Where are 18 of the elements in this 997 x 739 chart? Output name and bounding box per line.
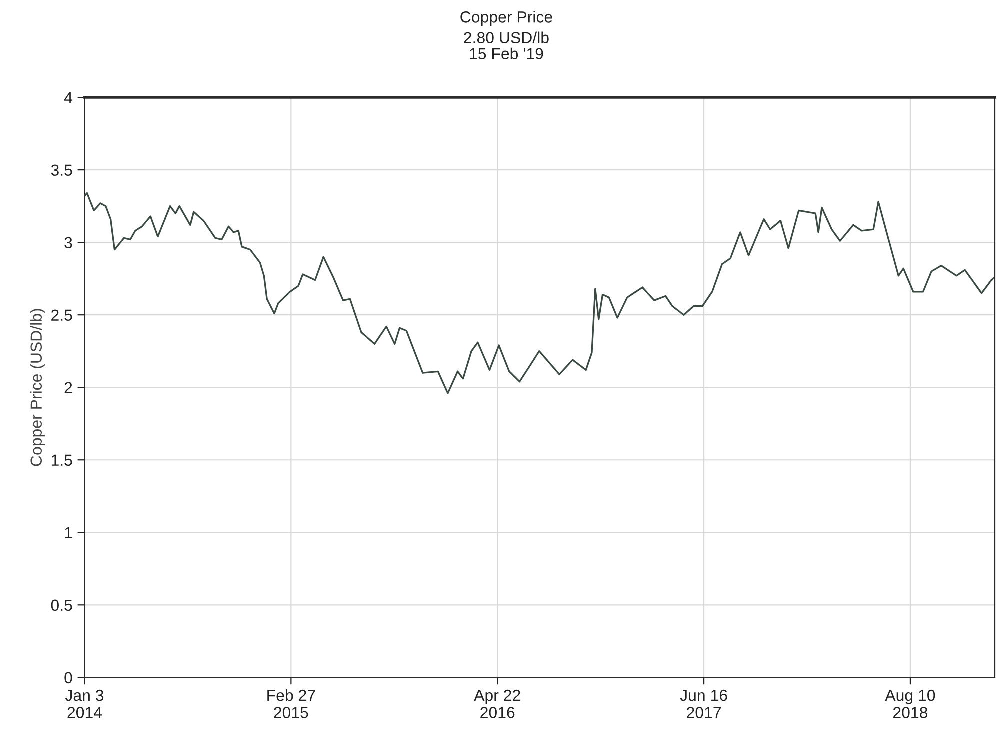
- x-tick-label: Feb 27 2015: [268, 689, 316, 718]
- x-tick-label: Apr 22 2016: [474, 690, 520, 718]
- y-axis-title: Copper Price (USD/lb): [30, 309, 46, 466]
- x-tick-label: Jun 16 2017: [680, 690, 728, 718]
- x-tick-label: Aug 10 2018: [885, 690, 936, 718]
- y-tick-label: 2: [64, 382, 72, 394]
- chart-subtitle: 2.80 USD/lb 15 Feb '19: [464, 32, 549, 60]
- chart-title: Copper Price: [460, 11, 552, 26]
- y-tick-label: 3: [64, 237, 72, 249]
- x-tick-label: Jan 3 2014: [65, 690, 104, 718]
- y-tick-label: 0: [64, 672, 72, 684]
- y-tick-label: 2.5: [52, 310, 72, 322]
- line-series: [84, 192, 996, 394]
- y-tick-label: 0.5: [51, 600, 72, 612]
- y-tick-label: 1: [65, 527, 72, 538]
- y-tick-label: 1.5: [52, 454, 72, 466]
- y-tick-label: 3.5: [51, 164, 72, 176]
- y-tick-label: 4: [64, 92, 72, 104]
